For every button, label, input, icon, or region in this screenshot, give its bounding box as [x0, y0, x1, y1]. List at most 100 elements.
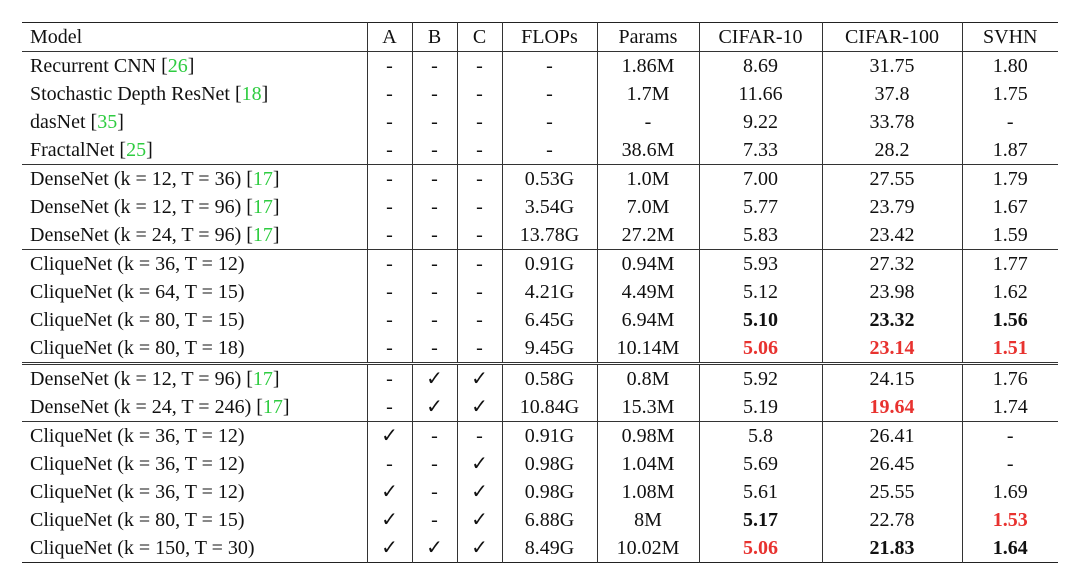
header-b: B: [411, 22, 457, 52]
cifar100-value: 24.15: [869, 368, 915, 390]
params-cell: 10.02M: [596, 534, 699, 563]
cifar10-value: 7.00: [743, 168, 778, 190]
flops-cell: -: [501, 80, 597, 108]
model-cell: dasNet [35]: [30, 111, 124, 133]
svhn-value: 1.80: [992, 55, 1028, 77]
model-cell: CliqueNet (k = 150, T = 30): [22, 534, 367, 563]
model-name: CliqueNet (k = 80, T = 18): [30, 337, 245, 359]
flops-cell: -: [501, 51, 597, 80]
component-c-cell: -: [456, 306, 502, 334]
cifar10-cell: 7.33: [698, 136, 822, 165]
table-row: CliqueNet (k = 36, T = 12) - - ✓ 0.98G 1.04M 5…: [22, 450, 1058, 478]
component-a-cell: -: [366, 108, 412, 136]
cifar100-cell: 22.78: [821, 506, 962, 534]
cifar10-cell: 5.06: [698, 534, 822, 563]
component-b-cell: -: [411, 249, 457, 278]
citation-link[interactable]: 17: [252, 368, 273, 390]
params-cell: 10.14M: [596, 334, 699, 364]
component-c-cell: ✓: [456, 506, 502, 534]
params-cell: 8M: [596, 506, 699, 534]
model-cell: DenseNet (k = 12, T = 96) [17]: [30, 196, 280, 218]
table-row: DenseNet (k = 12, T = 96) [17] - - -3.54G 7.…: [22, 193, 1058, 221]
citation-link[interactable]: 17: [252, 224, 273, 246]
params-cell: 0.8M: [596, 362, 699, 393]
model-cell: CliqueNet (k = 64, T = 15): [22, 278, 367, 306]
cifar100-cell: 23.42: [821, 221, 962, 250]
svhn-value: 1.76: [992, 368, 1028, 390]
model-name: DenseNet (k = 24, T = 96): [30, 224, 242, 246]
svhn-value: 1.67: [992, 196, 1028, 218]
table-row: FractalNet [25] - - - -38.6M 7.33 28.2 1.87: [22, 136, 1058, 165]
model-name: CliqueNet (k = 36, T = 12): [30, 481, 245, 503]
params-cell: -: [596, 108, 699, 136]
svhn-cell: 1.62: [961, 278, 1058, 306]
cifar10-cell: 7.00: [698, 164, 822, 193]
flops-cell: 0.53G: [501, 164, 597, 193]
svhn-cell: 1.77: [961, 249, 1058, 278]
component-a-cell: ✓: [366, 534, 412, 563]
component-b-cell: -: [411, 278, 457, 306]
table-row: CliqueNet (k = 150, T = 30) ✓ ✓ ✓ 8.49G 10.02…: [22, 534, 1058, 563]
citation-link[interactable]: 18: [241, 83, 262, 105]
flops-cell: 10.84G: [501, 393, 597, 422]
citation-link[interactable]: 26: [167, 55, 188, 77]
svhn-value: 1.62: [992, 281, 1028, 303]
table-body: Recurrent CNN [26] - - - -1.86M 8.69 31.75 1.80…: [22, 51, 1058, 563]
cifar100-cell: 33.78: [821, 108, 962, 136]
component-a-cell: -: [366, 136, 412, 165]
params-cell: 38.6M: [596, 136, 699, 165]
cifar10-cell: 5.77: [698, 193, 822, 221]
svhn-value: 1.87: [992, 139, 1028, 161]
svhn-value: 1.74: [992, 396, 1028, 418]
flops-cell: 9.45G: [501, 334, 597, 364]
svhn-cell: 1.51: [961, 334, 1058, 364]
component-b-cell: -: [411, 164, 457, 193]
svhn-value: 1.77: [992, 253, 1028, 275]
cifar100-value: 23.98: [869, 281, 915, 303]
cifar100-value: 23.32: [869, 309, 915, 331]
flops-cell: 6.45G: [501, 306, 597, 334]
model-cell: CliqueNet (k = 80, T = 18): [22, 334, 367, 364]
cifar100-cell: 19.64: [821, 393, 962, 422]
component-a-cell: -: [366, 164, 412, 193]
svhn-value: 1.53: [992, 509, 1028, 531]
component-c-cell: -: [456, 80, 502, 108]
citation-link[interactable]: 17: [262, 396, 283, 418]
component-b-cell: -: [411, 193, 457, 221]
cifar100-cell: 25.55: [821, 478, 962, 506]
cifar10-value: 7.33: [743, 139, 778, 161]
params-cell: 4.49M: [596, 278, 699, 306]
cifar100-value: 26.45: [869, 453, 915, 475]
model-cell: CliqueNet (k = 36, T = 12): [22, 249, 367, 278]
svhn-cell: 1.75: [961, 80, 1058, 108]
svhn-cell: 1.79: [961, 164, 1058, 193]
model-name: CliqueNet (k = 80, T = 15): [30, 509, 245, 531]
component-b-cell: -: [411, 221, 457, 250]
cifar10-value: 5.83: [743, 224, 778, 246]
component-c-cell: -: [456, 108, 502, 136]
params-cell: 1.7M: [596, 80, 699, 108]
model-cell: CliqueNet (k = 80, T = 15): [22, 506, 367, 534]
cifar10-value: 11.66: [738, 83, 783, 105]
component-a-cell: -: [366, 334, 412, 364]
svhn-value: -: [1006, 425, 1014, 447]
citation-link[interactable]: 17: [252, 196, 273, 218]
cifar100-value: 22.78: [869, 509, 915, 531]
component-c-cell: ✓: [456, 450, 502, 478]
cifar100-value: 33.78: [869, 111, 915, 133]
table-row: DenseNet (k = 24, T = 246) [17] - ✓ ✓ 10.84G…: [22, 393, 1058, 422]
cifar100-cell: 27.32: [821, 249, 962, 278]
model-cell: DenseNet (k = 24, T = 246) [17]: [30, 396, 290, 418]
cifar100-cell: 24.15: [821, 362, 962, 393]
citation-link[interactable]: 17: [252, 168, 273, 190]
citation-link[interactable]: 25: [126, 139, 147, 161]
citation-link[interactable]: 35: [97, 111, 118, 133]
flops-cell: 0.91G: [501, 421, 597, 450]
header-a: A: [366, 22, 412, 52]
cifar100-value: 23.14: [869, 337, 915, 359]
component-a-cell: ✓: [366, 506, 412, 534]
header-row: Model A B C FLOPs Params CIFAR-10 CIFAR-…: [22, 22, 1058, 52]
component-c-cell: -: [456, 136, 502, 165]
model-cell: Stochastic Depth ResNet [18]: [30, 83, 269, 105]
svhn-value: 1.69: [992, 481, 1028, 503]
